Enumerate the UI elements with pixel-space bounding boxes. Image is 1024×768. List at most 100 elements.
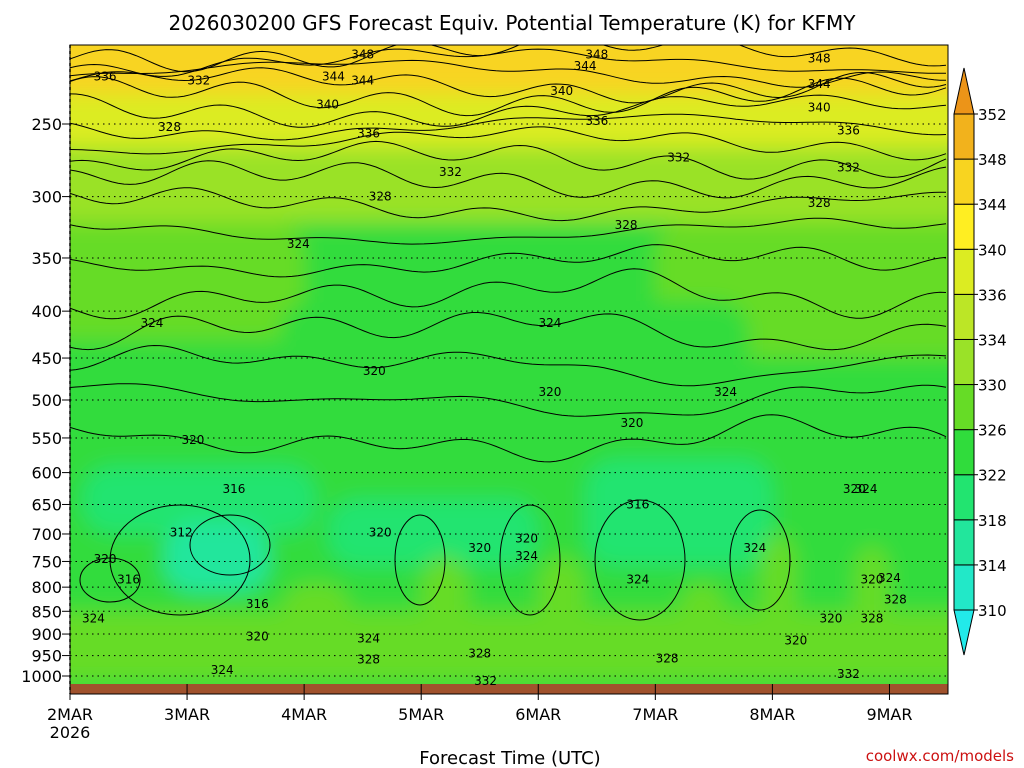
colorbar-tick-label: 344: [978, 196, 1007, 214]
contour-label: 320: [860, 573, 883, 587]
contour-label: 320: [246, 629, 269, 643]
colorbar-top-arrow: [953, 67, 975, 115]
contour-line: [70, 217, 947, 245]
y-tick-label: 800: [31, 578, 62, 597]
contour-line: [70, 312, 947, 351]
pressure-gridlines: [70, 123, 948, 677]
contour-label: 324: [626, 573, 649, 587]
colorbar-band: [953, 564, 975, 611]
contour-line: [70, 344, 947, 387]
ground-band: [70, 684, 948, 694]
contour-label: 320: [468, 541, 491, 555]
contour-label: 320: [369, 525, 392, 539]
contour-line: [70, 414, 947, 463]
contour-label: 320: [784, 634, 807, 648]
contour-lines: [70, 45, 947, 621]
contour-label: 320: [620, 416, 643, 430]
contour-label: 348: [585, 48, 608, 62]
y-tick-label: 250: [31, 115, 62, 134]
contour-label: 324: [140, 316, 163, 330]
contour-label: 324: [539, 316, 562, 330]
contour-label: 332: [439, 165, 462, 179]
x-tick-label: 2MAR: [47, 705, 93, 724]
contour-line: [70, 67, 947, 104]
contour-label: 340: [808, 101, 831, 115]
contour-label: 344: [322, 70, 345, 84]
contour-label: 324: [82, 611, 105, 625]
contour-line: [70, 45, 947, 73]
contour-line: [70, 59, 946, 88]
contour-label: 336: [357, 126, 380, 140]
colorbar-band: [953, 158, 975, 205]
contour-loop: [499, 504, 561, 616]
colorbar-band: [953, 248, 975, 295]
contour-loop: [109, 504, 251, 616]
y-tick-label: 700: [31, 525, 62, 544]
colorbar-tick-label: 340: [978, 241, 1007, 259]
y-tick-label: 750: [31, 552, 62, 571]
contour-label: 316: [117, 573, 140, 587]
contour-label: 336: [837, 123, 860, 137]
x-tick-label: 3MAR: [164, 705, 210, 724]
y-tick-label: 400: [31, 302, 62, 321]
contour-label: 320: [539, 385, 562, 399]
colorbar-tick-label: 336: [978, 286, 1007, 304]
contour-label: 332: [837, 161, 860, 175]
y-tick-label: 500: [31, 391, 62, 410]
y-axis: 250 300 350 400 450 500 550 600 650 700 750 800 850 9…: [21, 115, 70, 686]
contour-label: 320: [819, 611, 842, 625]
contour-label: 324: [515, 549, 538, 563]
contour-loop: [79, 557, 141, 603]
contour-label: 324: [211, 663, 234, 677]
contour-label: 332: [667, 151, 690, 165]
x-tick-label: 8MAR: [749, 705, 795, 724]
x-tick-label: 4MAR: [281, 705, 327, 724]
contour-label: 316: [222, 482, 245, 496]
contour-label: 336: [585, 114, 608, 128]
colorbar-tick-label: 322: [978, 467, 1007, 485]
contour-label: 340: [550, 84, 573, 98]
contour-label: 336: [94, 70, 117, 84]
colorbar-band: [953, 474, 975, 521]
contour-line: [70, 113, 947, 141]
contour-label: 328: [656, 651, 679, 665]
colorbar-tick-label: 348: [978, 151, 1007, 169]
contour-label: 328: [860, 611, 883, 625]
y-tick-label: 900: [31, 625, 62, 644]
contour-line: [70, 244, 947, 278]
contour-label: 324: [878, 571, 901, 585]
contour-label: 320: [515, 532, 538, 546]
y-tick-label: 1000: [21, 667, 62, 686]
contour-label: 324: [743, 541, 766, 555]
contour-line: [70, 268, 947, 320]
contour-label: 332: [187, 73, 210, 87]
contour-label: 348: [351, 48, 374, 62]
contour-label: 348: [808, 51, 831, 65]
contour-label: 320: [94, 552, 117, 566]
y-tick-label: 450: [31, 349, 62, 368]
contour-label: 320: [181, 433, 204, 447]
contour-line: [70, 93, 947, 128]
contour-line: [70, 76, 947, 117]
contour-label: 328: [615, 218, 638, 232]
contour-label: 328: [808, 196, 831, 210]
contour-label: 328: [158, 120, 181, 134]
colorbar-tick-label: 334: [978, 331, 1007, 349]
contour-line: [70, 140, 947, 180]
y-tick-label: 550: [31, 429, 62, 448]
contour-label: 312: [170, 525, 193, 539]
y-tick-label: 350: [31, 249, 62, 268]
colorbar-tick-label: 314: [978, 557, 1007, 575]
contour-label: 328: [884, 592, 907, 606]
contour-loop: [189, 514, 271, 576]
contour-label: 324: [714, 385, 737, 399]
colorbar-band: [953, 519, 975, 566]
contour-label: 344: [351, 73, 374, 87]
contour-label: 320: [363, 364, 386, 378]
colorbar-bottom-arrow: [953, 609, 975, 656]
contour-label: 344: [574, 59, 597, 73]
colorbar-tick-label: 318: [978, 512, 1007, 530]
credit-text: coolwx.com/models: [866, 747, 1014, 765]
y-tick-label: 300: [31, 188, 62, 207]
